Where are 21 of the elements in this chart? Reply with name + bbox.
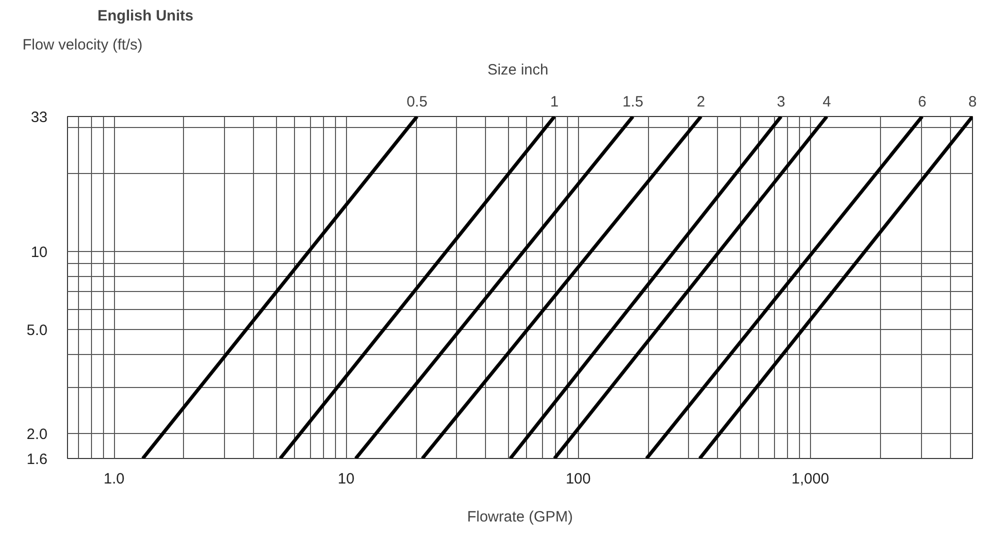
y-tick-label: 1.6 xyxy=(26,451,48,468)
x-tick-label: 100 xyxy=(566,470,591,488)
y-tick-label: 5.0 xyxy=(26,322,48,340)
y-axis-title: Flow velocity (ft/s) xyxy=(22,36,143,54)
series-label: 3 xyxy=(776,94,786,110)
x-tick-label: 1,000 xyxy=(792,470,830,488)
x-tick-label: 1.0 xyxy=(104,470,124,488)
y-tick-label: 33 xyxy=(30,109,48,126)
series-label: 2 xyxy=(696,94,706,110)
x-tick-label: 10 xyxy=(338,470,354,488)
y-tick-label: 2.0 xyxy=(26,426,48,443)
series-label: 0.5 xyxy=(406,94,428,110)
x-axis-title: Flowrate (GPM) xyxy=(467,508,573,526)
chart-title: English Units xyxy=(98,8,194,24)
series-label: 6 xyxy=(918,94,926,110)
series-label: 1.5 xyxy=(622,94,644,110)
series-label: 4 xyxy=(822,94,831,110)
legend-title: Size inch xyxy=(487,62,548,78)
series-label: 1 xyxy=(550,94,559,110)
series-label: 8 xyxy=(968,94,977,110)
y-tick-label: 10 xyxy=(30,244,48,261)
